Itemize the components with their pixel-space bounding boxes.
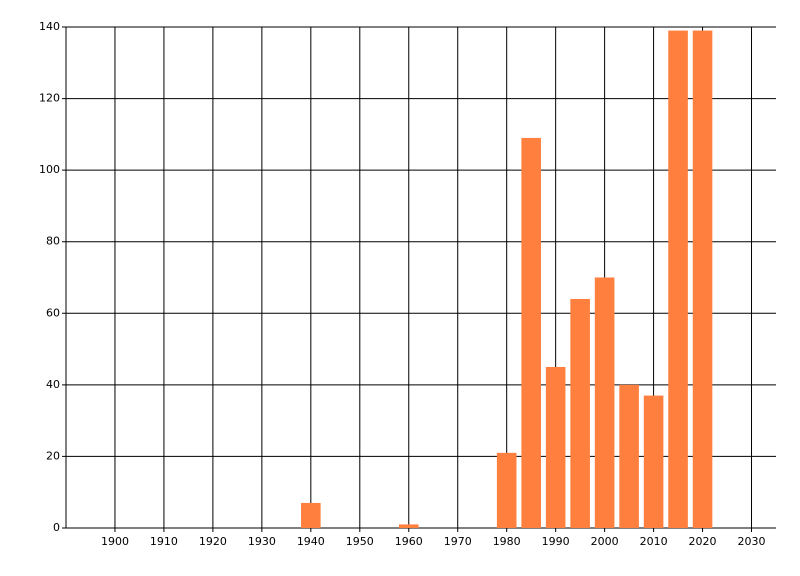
bar <box>570 298 590 528</box>
bar <box>398 524 419 528</box>
x-tick-label: 1960 <box>395 535 423 548</box>
x-tick-label: 1970 <box>444 535 472 548</box>
y-tick-label: 40 <box>46 378 60 391</box>
bar <box>692 30 713 528</box>
y-tick-label: 80 <box>46 235 60 248</box>
x-tick-label: 2000 <box>591 535 619 548</box>
bar <box>301 502 321 528</box>
x-tick-label: 1920 <box>199 535 227 548</box>
x-tick-label: 2020 <box>689 535 717 548</box>
x-tick-label: 2010 <box>640 535 668 548</box>
y-tick-label: 120 <box>39 92 60 105</box>
bar <box>619 384 639 528</box>
x-tick-label: 1940 <box>297 535 325 548</box>
y-tick-label: 100 <box>39 163 60 176</box>
bar <box>521 137 541 528</box>
x-tick-label: 1930 <box>248 535 276 548</box>
x-tick-label: 1910 <box>150 535 178 548</box>
x-tick-label: 1980 <box>493 535 521 548</box>
x-tick-label: 1950 <box>346 535 374 548</box>
x-tick-label: 1990 <box>542 535 570 548</box>
y-tick-label: 140 <box>39 20 60 33</box>
y-tick-label: 20 <box>46 449 60 462</box>
y-tick-label: 60 <box>46 306 60 319</box>
bar <box>594 277 615 528</box>
y-tick-label: 0 <box>53 521 60 534</box>
bar <box>496 452 517 528</box>
bar <box>643 395 664 528</box>
x-tick-label: 2030 <box>738 535 766 548</box>
bar <box>545 366 566 528</box>
bar <box>668 30 688 528</box>
x-tick-label: 1900 <box>101 535 129 548</box>
